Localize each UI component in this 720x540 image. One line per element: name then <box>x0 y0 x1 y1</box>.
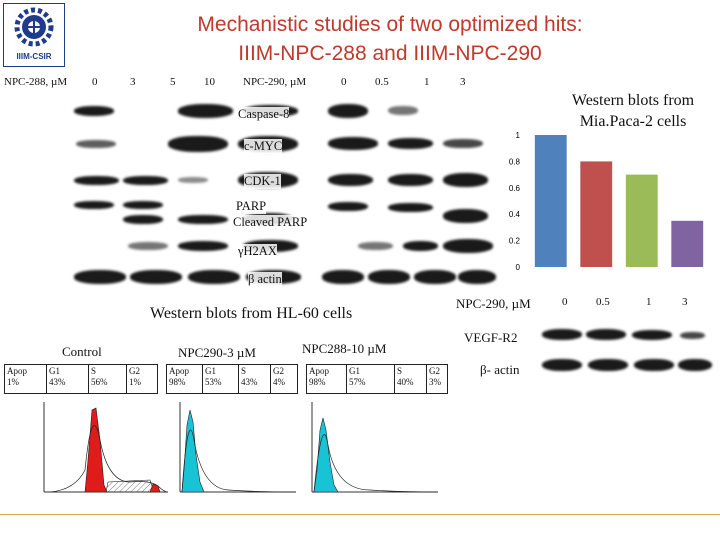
blot-cdk1-npc290 <box>318 168 498 192</box>
label-vegfr2: VEGF-R2 <box>464 330 518 345</box>
bar-1 <box>625 174 658 267</box>
label-caspase8: Caspase-8 <box>238 107 290 122</box>
npc290-dose-1: 1 <box>424 76 430 88</box>
npc290-dose-3: 3 <box>460 76 466 88</box>
facs-val: 53% <box>205 377 222 387</box>
x-tick-3: 3 <box>682 296 688 308</box>
npc290-dose-label: NPC-290, µM <box>243 76 307 88</box>
facs-table-control: Apop 1% G1 43% S 56% G2 1% <box>4 364 158 394</box>
facs-key: G1 <box>205 366 216 376</box>
facs-val: 43% <box>49 377 66 387</box>
facs-table-npc290: Apop 98% G1 53% S 43% G2 4% <box>166 364 298 394</box>
facs-val: 1% <box>129 377 141 387</box>
facs-val: 40% <box>397 377 414 387</box>
facs-val: 56% <box>91 377 108 387</box>
chart-title: Western blots from Mia.Paca-2 cells <box>571 92 695 130</box>
label-parp: PARP <box>236 199 267 214</box>
footer-divider <box>0 514 720 515</box>
facs-title-npc288: NPC288-10 µM <box>302 341 387 356</box>
facs-key: G1 <box>349 366 360 376</box>
facs-val: 98% <box>309 377 326 387</box>
npc288-dose-5: 5 <box>170 76 176 88</box>
blot-actin-npc290 <box>318 266 498 288</box>
bar-3 <box>671 220 704 267</box>
facs-val: 1% <box>7 377 19 387</box>
x-tick-0: 0 <box>562 296 568 308</box>
g1-peak <box>84 407 108 493</box>
label-h2ax: γH2AX <box>238 244 277 259</box>
blot-cmyc-npc290 <box>318 132 498 156</box>
x-tick-1: 1 <box>646 296 652 308</box>
blot-mia-actin <box>540 354 715 376</box>
blot-vegfr2 <box>540 324 715 346</box>
facs-key: G2 <box>273 366 284 376</box>
facs-key: Apop <box>7 366 27 376</box>
logo-text: IIIM-CSIR <box>16 52 52 61</box>
y-tick-label: 0.4 <box>509 210 521 219</box>
facs-key: Apop <box>169 366 189 376</box>
facs-key: S <box>397 366 403 376</box>
facs-key: S <box>91 366 97 376</box>
slide-title-line1: Mechanistic studies of two optimized hit… <box>197 13 583 36</box>
histogram-npc290 <box>179 402 297 493</box>
facs-title-npc290: NPC290-3 µM <box>178 345 256 360</box>
facs-val: 98% <box>169 377 186 387</box>
histogram-control <box>43 402 169 493</box>
npc290-dose-0.5: 0.5 <box>375 76 389 88</box>
facs-key: G2 <box>129 366 140 376</box>
y-tick-label: 0.8 <box>509 157 521 166</box>
y-tick-label: 0 <box>516 263 521 272</box>
iiim-csir-logo: IIIM-CSIR <box>3 3 65 67</box>
facs-val: 3% <box>429 377 441 387</box>
apoptotic-peak <box>313 417 339 493</box>
facs-val: 57% <box>349 377 366 387</box>
x-tick-0.5: 0.5 <box>596 296 610 308</box>
bar-chart: 0 0.2 0.4 0.6 0.8 1 <box>509 131 704 272</box>
bar-0 <box>534 135 567 267</box>
facs-key: G2 <box>429 366 440 376</box>
npc288-dose-3: 3 <box>130 76 136 88</box>
histogram-npc288 <box>311 402 439 493</box>
y-tick-label: 1 <box>516 131 521 140</box>
facs-key: Apop <box>309 366 329 376</box>
label-cleaved-parp: Cleaved PARP <box>233 215 308 230</box>
npc288-dose-0: 0 <box>92 76 98 88</box>
facs-key: S <box>241 366 247 376</box>
blot-parp-npc290 <box>318 197 498 229</box>
hl60-caption: Western blots from HL-60 cells <box>150 305 353 322</box>
facs-table-npc288: Apop 98% G1 57% S 40% G2 3% <box>306 364 448 394</box>
label-actin: β actin <box>248 272 282 287</box>
facs-val: 4% <box>273 377 285 387</box>
chart-xlabel: NPC-290, µM <box>456 296 531 311</box>
label-cmyc: c-MYC <box>244 139 283 154</box>
y-tick-label: 0.2 <box>509 237 521 246</box>
npc288-dose-label: NPC-288, µM <box>4 76 68 88</box>
npc288-dose-10: 10 <box>204 76 215 88</box>
npc290-dose-0: 0 <box>341 76 347 88</box>
facs-key: G1 <box>49 366 60 376</box>
label-cdk1: CDK-1 <box>244 174 281 189</box>
slide-title-line2: IIIM-NPC-288 and IIIM-NPC-290 <box>238 42 542 65</box>
y-tick-label: 0.6 <box>509 184 521 193</box>
gear-emblem-icon <box>14 7 54 47</box>
facs-val: 43% <box>241 377 258 387</box>
blot-caspase8-npc290 <box>318 100 498 122</box>
blot-h2ax-npc290 <box>318 236 498 256</box>
label-mia-actin: β- actin <box>480 362 520 377</box>
bar-0.5 <box>580 161 613 267</box>
s-phase-region <box>105 479 155 493</box>
facs-title-control: Control <box>62 344 102 359</box>
